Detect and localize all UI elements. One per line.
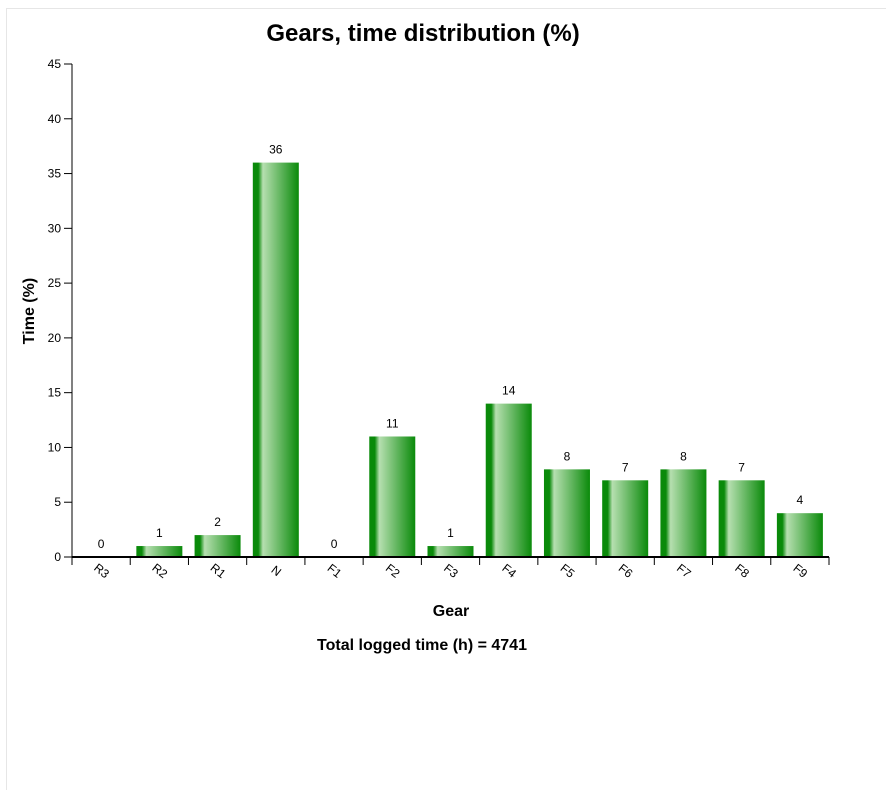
data-label-R3: 0 bbox=[98, 537, 105, 551]
data-label-F4: 14 bbox=[502, 384, 516, 398]
bar-F2 bbox=[369, 436, 416, 557]
y-tick-label: 35 bbox=[48, 167, 62, 181]
data-label-F6: 7 bbox=[622, 460, 629, 474]
x-axis: R3 R2 R1 N F1 F2 F3 F4 F5 F6 F7 F8 F9 bbox=[71, 556, 830, 582]
y-tick-label: 25 bbox=[48, 276, 62, 290]
y-tick-label: 45 bbox=[48, 57, 62, 71]
bar-F8 bbox=[718, 480, 765, 557]
data-label-F7: 8 bbox=[680, 449, 687, 463]
data-label-F8: 7 bbox=[738, 460, 745, 474]
bar-F4 bbox=[485, 403, 532, 557]
x-tick-label: N bbox=[269, 563, 284, 579]
x-tick-label: F2 bbox=[383, 561, 403, 581]
x-axis-title: Gear bbox=[433, 603, 469, 620]
data-label-F2: 11 bbox=[386, 416, 399, 430]
x-tick-label: R1 bbox=[208, 561, 229, 582]
y-tick-label: 20 bbox=[48, 331, 62, 345]
bar-N bbox=[252, 162, 299, 557]
bar-R2 bbox=[136, 546, 183, 557]
y-tick-label: 30 bbox=[48, 221, 62, 235]
chart-title: Gears, time distribution (%) bbox=[266, 20, 579, 47]
bar-F7 bbox=[660, 469, 707, 557]
data-label-F9: 4 bbox=[797, 493, 804, 507]
data-label-F5: 8 bbox=[564, 449, 571, 463]
x-tick-label: F4 bbox=[499, 561, 519, 581]
bar-F5 bbox=[543, 469, 590, 557]
bar-F9 bbox=[776, 513, 823, 557]
data-label-F3: 1 bbox=[447, 526, 454, 540]
x-tick-label: F6 bbox=[616, 561, 636, 581]
y-tick-label: 5 bbox=[54, 495, 61, 509]
total-logged-time: Total logged time (h) = 4741 bbox=[317, 637, 527, 654]
x-tick-label: F1 bbox=[325, 561, 345, 581]
x-tick-label: F8 bbox=[732, 561, 752, 581]
y-tick-label: 15 bbox=[48, 386, 62, 400]
y-tick-label: 0 bbox=[54, 550, 61, 564]
bar-R1 bbox=[194, 535, 241, 557]
y-axis: 0 5 10 15 20 25 30 35 40 45 bbox=[48, 57, 73, 564]
y-tick-label: 10 bbox=[48, 440, 62, 454]
x-tick-label: F7 bbox=[674, 561, 694, 581]
data-label-R2: 1 bbox=[156, 526, 163, 540]
data-label-F1: 0 bbox=[331, 537, 338, 551]
x-tick-label: F5 bbox=[558, 561, 578, 581]
x-tick-label: R3 bbox=[91, 561, 112, 582]
data-label-N: 36 bbox=[269, 143, 283, 157]
y-axis-title: Time (%) bbox=[21, 278, 38, 344]
bar-F6 bbox=[602, 480, 649, 557]
x-tick-label: R2 bbox=[149, 561, 170, 582]
y-tick-label: 40 bbox=[48, 112, 62, 126]
data-label-R1: 2 bbox=[214, 515, 221, 529]
x-tick-label: F9 bbox=[791, 561, 811, 581]
x-tick-label: F3 bbox=[441, 561, 461, 581]
chart-frame bbox=[6, 8, 886, 790]
bar-F3 bbox=[427, 546, 474, 557]
